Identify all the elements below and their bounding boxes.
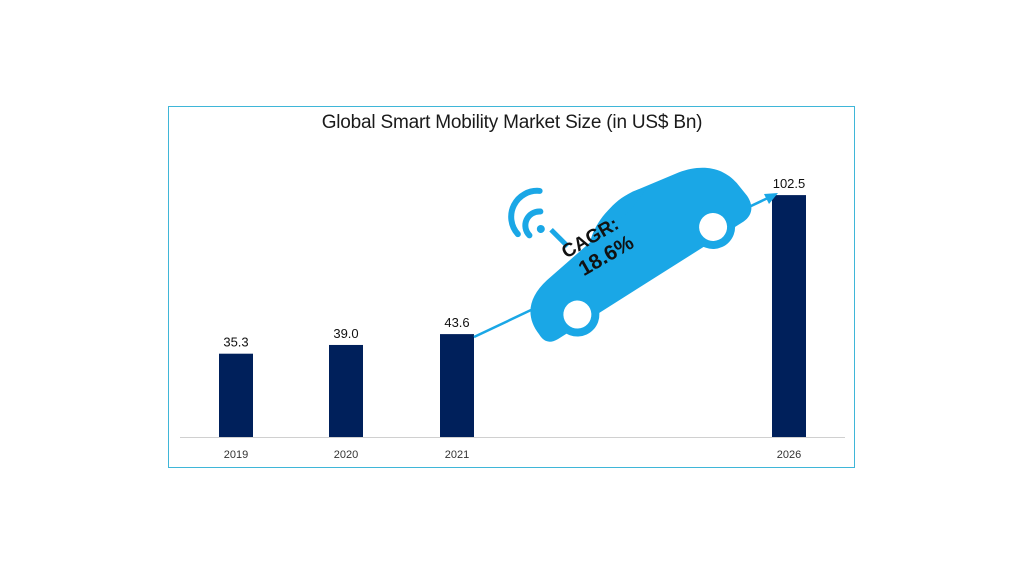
x-tick-2021: 2021 (445, 449, 469, 461)
chart-frame (168, 106, 855, 468)
x-tick-2020: 2020 (334, 449, 358, 461)
data-label-2020: 39.0 (333, 326, 358, 341)
chart-title: Global Smart Mobility Market Size (in US… (321, 112, 703, 133)
x-tick-2026: 2026 (777, 449, 801, 461)
x-tick-2019: 2019 (224, 449, 248, 461)
wifi-signal-icon (508, 187, 545, 239)
bar-2019 (219, 353, 253, 437)
bar-2021 (440, 334, 474, 437)
data-label-2019: 35.3 (223, 335, 248, 350)
connected-car-icon (508, 167, 752, 342)
bar-2020 (329, 344, 363, 437)
bar-2026 (772, 195, 806, 437)
data-label-2026: 102.5 (773, 176, 806, 191)
data-label-2021: 43.6 (444, 315, 469, 330)
